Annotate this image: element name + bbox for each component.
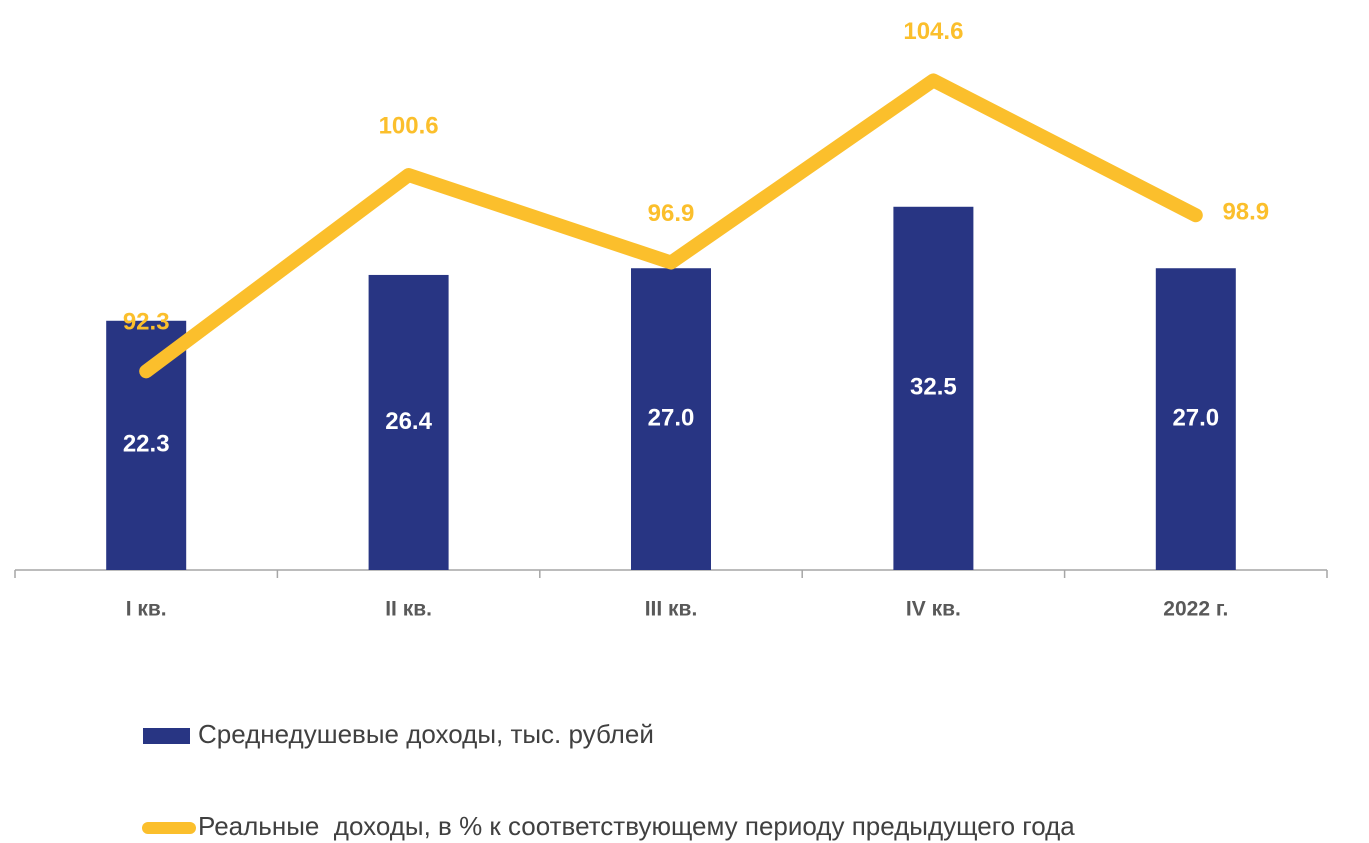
bar — [631, 268, 711, 570]
bar-label: 32.5 — [910, 374, 957, 401]
bar — [368, 274, 449, 570]
bar-label: 22.3 — [123, 431, 170, 458]
bar — [893, 206, 974, 570]
legend-label: Среднедушевые доходы, тыс. рублей — [198, 719, 654, 749]
legend-label: Реальные доходы, в % к соответствующему … — [198, 811, 1075, 841]
line-label: 104.6 — [903, 18, 963, 45]
x-tick-label: I кв. — [126, 598, 167, 621]
line-label: 100.6 — [379, 112, 439, 139]
x-tick-label: III кв. — [645, 598, 698, 621]
bar — [1155, 268, 1236, 570]
bar-label: 27.0 — [648, 404, 695, 431]
legend-swatch — [143, 728, 190, 744]
bar-label: 26.4 — [385, 408, 432, 435]
line-label: 92.3 — [123, 309, 170, 336]
bar — [106, 320, 187, 570]
x-tick-label: 2022 г. — [1163, 598, 1228, 621]
x-tick-label: IV кв. — [906, 598, 961, 621]
line-label: 96.9 — [648, 200, 695, 227]
x-tick-label: II кв. — [385, 598, 432, 621]
line-label: 98.9 — [1222, 199, 1269, 226]
line — [139, 73, 1203, 379]
bar-label: 27.0 — [1172, 404, 1219, 431]
